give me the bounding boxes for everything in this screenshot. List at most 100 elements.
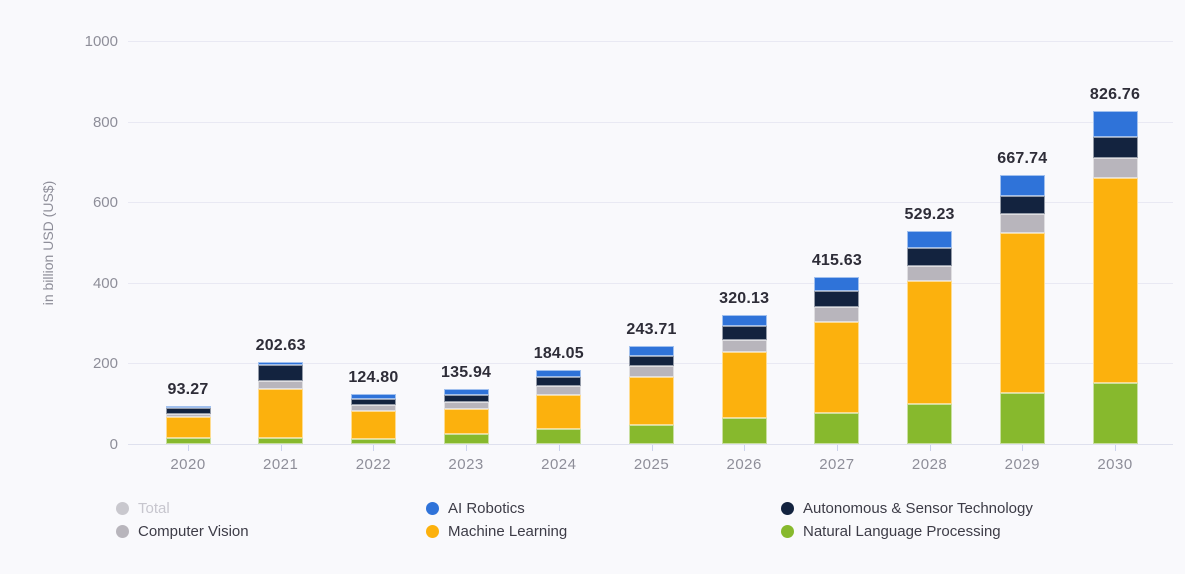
x-tick-mark	[929, 445, 931, 451]
y-tick-label: 800	[92, 113, 118, 131]
x-tick-label-2023: 2023	[448, 456, 484, 473]
bar-segment-2029-computer-vision[interactable]	[999, 214, 1045, 233]
bar-segment-2028-computer-vision[interactable]	[907, 266, 953, 282]
bar-segment-2023-natural-language-processing[interactable]	[443, 433, 489, 444]
bar-segment-2023-computer-vision[interactable]	[443, 401, 489, 410]
bar-segment-2026-autonomous-sensor-technology[interactable]	[721, 325, 767, 341]
bar-segment-2029-machine-learning[interactable]	[999, 232, 1045, 393]
bar-segment-2028-machine-learning[interactable]	[907, 281, 953, 405]
bar-total-label-2024: 184.05	[533, 344, 584, 362]
bar-total-label-2028: 529.23	[904, 205, 955, 223]
legend-column-2: AI Robotics Machine Learning	[426, 501, 567, 539]
bar-2022[interactable]	[350, 393, 396, 444]
bar-segment-2022-natural-language-processing[interactable]	[350, 438, 396, 444]
bar-segment-2027-autonomous-sensor-technology[interactable]	[814, 291, 860, 307]
bar-2025[interactable]	[629, 345, 674, 444]
bar-segment-2028-autonomous-sensor-technology[interactable]	[907, 247, 953, 267]
legend-item-autonomous-sensor-technology[interactable]: Autonomous & Sensor Technology	[781, 501, 1033, 516]
bar-total-label-2021: 202.63	[255, 337, 306, 355]
y-axis-title: in billion USD (US$)	[40, 180, 56, 306]
bar-segment-2024-natural-language-processing[interactable]	[536, 429, 582, 444]
bar-2027[interactable]	[814, 276, 860, 444]
bar-segment-2023-ai-robotics[interactable]	[443, 389, 489, 395]
bar-segment-2023-autonomous-sensor-technology[interactable]	[443, 394, 489, 402]
legend-item-total[interactable]: Total	[116, 501, 249, 516]
bar-2020[interactable]	[165, 406, 211, 444]
bar-segment-2024-computer-vision[interactable]	[536, 385, 582, 395]
bar-segment-2027-machine-learning[interactable]	[814, 321, 860, 413]
bar-segment-2027-computer-vision[interactable]	[814, 306, 860, 322]
bar-segment-2024-ai-robotics[interactable]	[536, 369, 582, 378]
bar-segment-2020-natural-language-processing[interactable]	[165, 437, 211, 444]
bar-2030[interactable]	[1092, 110, 1138, 444]
page-edge-right	[1185, 0, 1200, 587]
bar-segment-2028-ai-robotics[interactable]	[907, 230, 953, 248]
bar-segment-2026-ai-robotics[interactable]	[721, 314, 767, 326]
bar-total-label-2027: 415.63	[811, 251, 862, 269]
bar-segment-2020-autonomous-sensor-technology[interactable]	[165, 408, 211, 414]
bar-segment-2024-autonomous-sensor-technology[interactable]	[536, 377, 582, 386]
bar-2023[interactable]	[443, 389, 489, 444]
bar-segment-2020-ai-robotics[interactable]	[165, 406, 211, 409]
bar-segment-2030-computer-vision[interactable]	[1092, 157, 1138, 179]
bar-2028[interactable]	[907, 230, 953, 444]
bar-segment-2021-autonomous-sensor-technology[interactable]	[258, 365, 304, 381]
bar-segment-2026-machine-learning[interactable]	[721, 352, 767, 419]
legend-item-ai-robotics[interactable]: AI Robotics	[426, 501, 567, 516]
bar-segment-2027-ai-robotics[interactable]	[814, 276, 860, 292]
bar-segment-2024-machine-learning[interactable]	[536, 394, 582, 430]
bar-segment-2027-natural-language-processing[interactable]	[814, 412, 860, 444]
bar-segment-2029-autonomous-sensor-technology[interactable]	[999, 196, 1045, 215]
gridline	[128, 121, 1173, 123]
legend-item-natural-language-processing[interactable]: Natural Language Processing	[781, 524, 1033, 539]
legend-dot-natural-language-processing	[781, 525, 794, 538]
bar-segment-2022-machine-learning[interactable]	[350, 410, 396, 439]
x-tick-mark	[744, 445, 746, 451]
legend-label: Autonomous & Sensor Technology	[803, 500, 1033, 517]
bar-segment-2023-machine-learning[interactable]	[443, 409, 489, 434]
bar-segment-2025-computer-vision[interactable]	[629, 366, 674, 378]
page-edge-bottom	[0, 574, 1200, 587]
bar-segment-2025-machine-learning[interactable]	[629, 377, 674, 426]
bar-2029[interactable]	[999, 174, 1045, 444]
legend-item-machine-learning[interactable]: Machine Learning	[426, 524, 567, 539]
bar-2024[interactable]	[536, 369, 582, 444]
legend-item-computer-vision[interactable]: Computer Vision	[116, 524, 249, 539]
bar-total-label-2025: 243.71	[626, 320, 677, 338]
gridline	[128, 202, 1173, 204]
bar-segment-2020-machine-learning[interactable]	[165, 416, 211, 438]
bar-2026[interactable]	[721, 314, 767, 444]
bar-segment-2030-machine-learning[interactable]	[1092, 178, 1138, 383]
bar-segment-2022-autonomous-sensor-technology[interactable]	[350, 398, 396, 405]
bar-segment-2025-natural-language-processing[interactable]	[629, 425, 674, 444]
legend-label: AI Robotics	[448, 500, 525, 517]
bar-segment-2028-natural-language-processing[interactable]	[907, 404, 953, 444]
bar-segment-2025-autonomous-sensor-technology[interactable]	[629, 356, 674, 367]
x-tick-mark	[651, 445, 653, 451]
bar-segment-2025-ai-robotics[interactable]	[629, 345, 674, 357]
bar-segment-2022-ai-robotics[interactable]	[350, 393, 396, 399]
bar-segment-2021-machine-learning[interactable]	[258, 388, 304, 438]
x-tick-label-2029: 2029	[1004, 456, 1040, 473]
bar-segment-2029-natural-language-processing[interactable]	[999, 392, 1045, 444]
bar-2021[interactable]	[258, 362, 304, 444]
bar-segment-2030-autonomous-sensor-technology[interactable]	[1092, 137, 1138, 158]
bar-total-label-2023: 135.94	[441, 364, 492, 382]
bar-segment-2029-ai-robotics[interactable]	[999, 174, 1045, 197]
bar-segment-2026-natural-language-processing[interactable]	[721, 418, 767, 444]
bar-segment-2030-natural-language-processing[interactable]	[1092, 382, 1138, 444]
bar-segment-2022-computer-vision[interactable]	[350, 404, 396, 411]
gridline	[128, 41, 1173, 42]
bar-total-label-2030: 826.76	[1089, 85, 1141, 103]
legend-dot-ai-robotics	[426, 502, 439, 515]
x-tick-label-2022: 2022	[355, 456, 392, 473]
bar-segment-2026-computer-vision[interactable]	[721, 340, 767, 353]
bar-segment-2020-computer-vision[interactable]	[165, 413, 211, 417]
y-tick-label: 1000	[84, 33, 118, 50]
bar-segment-2030-ai-robotics[interactable]	[1092, 110, 1138, 137]
bar-segment-2021-computer-vision[interactable]	[258, 380, 304, 389]
bar-segment-2021-ai-robotics[interactable]	[258, 362, 304, 366]
bar-segment-2021-natural-language-processing[interactable]	[258, 437, 304, 444]
